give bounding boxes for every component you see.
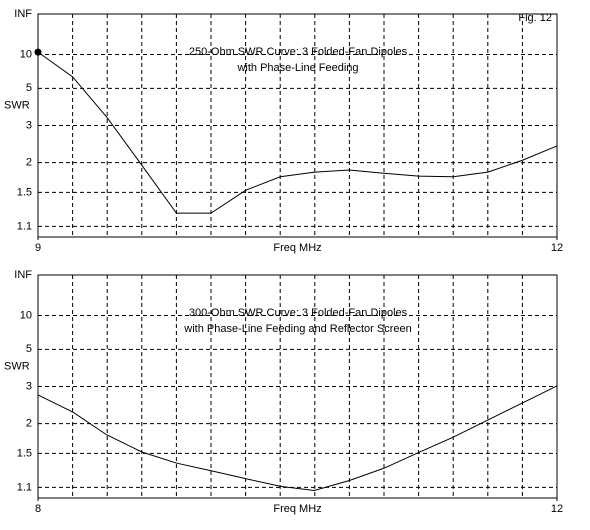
y-tick-label: 1.1 bbox=[17, 481, 32, 493]
y-tick-label: INF bbox=[14, 269, 32, 281]
y-tick-label: INF bbox=[14, 8, 32, 20]
y-tick-label: 2 bbox=[26, 418, 32, 430]
swr-line bbox=[37, 51, 558, 214]
chart-title: 300-Ohm SWR Curve: 3 Folded-Fan Dipoles bbox=[189, 307, 408, 319]
x-tick-label: 8 bbox=[35, 503, 41, 515]
chart-title: with Phase-Line Feeding bbox=[236, 62, 358, 74]
x-tick-label: 12 bbox=[551, 503, 563, 515]
x-axis-label: Freq MHz bbox=[273, 242, 321, 254]
y-tick-label: 1.1 bbox=[17, 220, 32, 232]
y-tick-label: 1.5 bbox=[17, 186, 32, 198]
annotation: Fig. 12 bbox=[518, 12, 552, 24]
swr-line bbox=[37, 385, 558, 491]
chart-title: 250-Ohm SWR Curve: 3 Folded-Fan Dipoles bbox=[189, 46, 408, 58]
point-marker bbox=[34, 48, 42, 56]
y-tick-label: 1.5 bbox=[17, 447, 32, 459]
y-tick-label: 5 bbox=[26, 82, 32, 94]
y-tick-label: 2 bbox=[26, 157, 32, 169]
y-tick-label: 5 bbox=[26, 343, 32, 355]
y-tick-label: 3 bbox=[26, 119, 32, 131]
y-tick-label: 10 bbox=[20, 48, 32, 60]
plot-frame bbox=[37, 13, 558, 238]
x-tick-label: 9 bbox=[35, 242, 41, 254]
x-tick-label: 12 bbox=[551, 242, 563, 254]
y-axis-label: SWR bbox=[4, 99, 30, 111]
x-axis-label: Freq MHz bbox=[273, 503, 321, 515]
y-tick-label: 3 bbox=[26, 380, 32, 392]
y-axis-label: SWR bbox=[4, 360, 30, 372]
chart-title: with Phase-Line Feeding and Reflector Sc… bbox=[183, 323, 411, 335]
y-tick-label: 10 bbox=[20, 309, 32, 321]
